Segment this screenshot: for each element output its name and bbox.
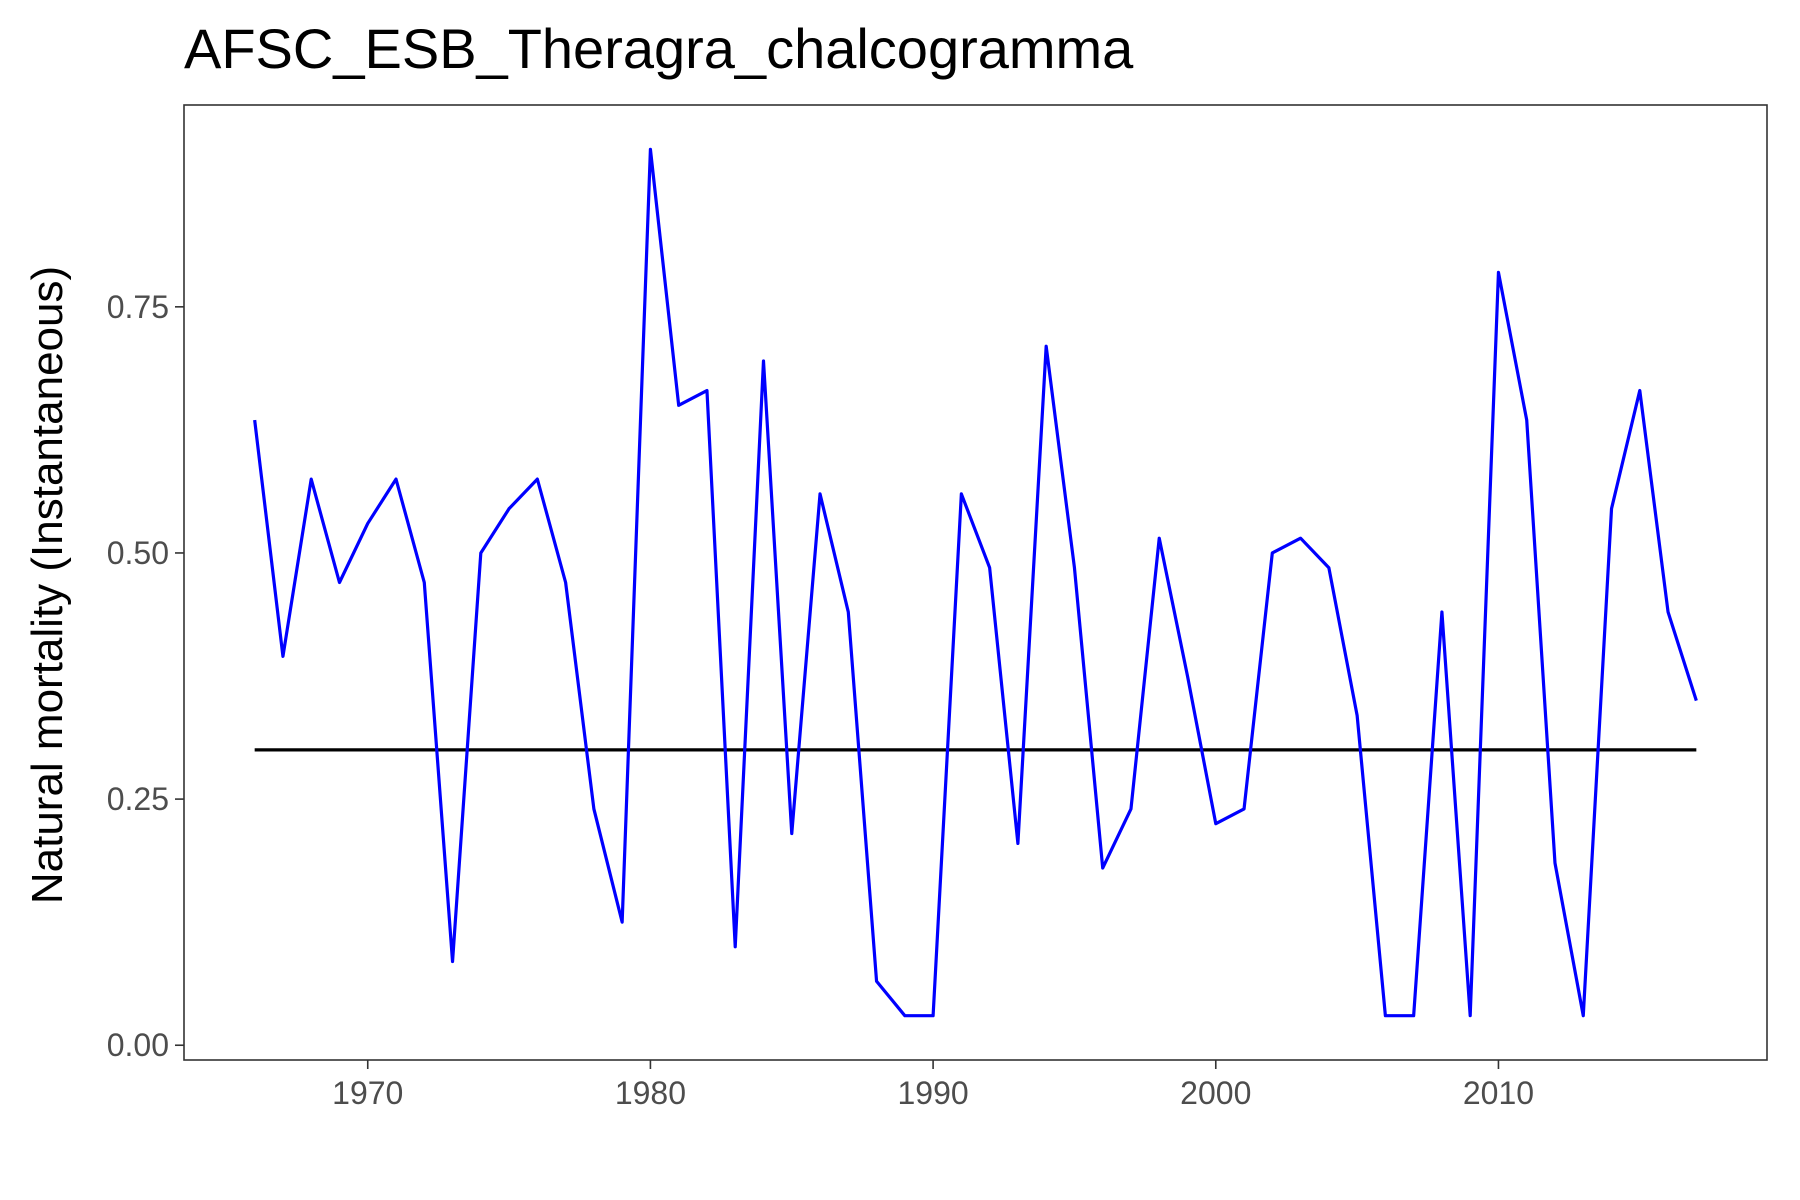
x-tick-label: 1990 xyxy=(898,1075,969,1111)
y-tick-label: 0.50 xyxy=(107,535,169,571)
x-tick-label: 1980 xyxy=(615,1075,686,1111)
y-tick-label: 0.25 xyxy=(107,781,169,817)
x-tick-label: 1970 xyxy=(332,1075,403,1111)
y-tick-label: 0.00 xyxy=(107,1027,169,1063)
y-tick-label: 0.75 xyxy=(107,289,169,325)
x-axis: 1970 1980 1990 2000 2010 xyxy=(332,1060,1534,1111)
y-axis: 0.00 0.25 0.50 0.75 xyxy=(107,289,184,1063)
plot-panel xyxy=(183,104,1768,1061)
x-tick-label: 2000 xyxy=(1180,1075,1251,1111)
series-line xyxy=(253,147,1698,1018)
x-tick-label: 2010 xyxy=(1463,1075,1534,1111)
chart-title: AFSC_ESB_Theragra_chalcogramma xyxy=(184,17,1134,80)
y-axis-label: Natural mortality (Instantaneous) xyxy=(23,266,72,904)
